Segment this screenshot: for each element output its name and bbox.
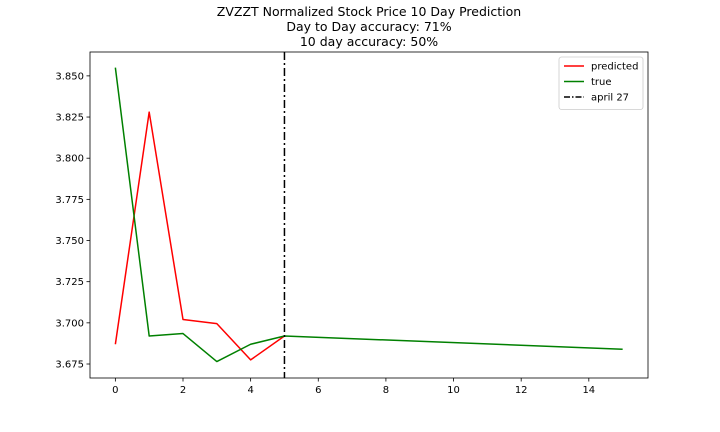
x-tick-label: 10 (447, 385, 460, 396)
x-tick-label: 0 (112, 385, 118, 396)
y-tick-label: 3.800 (55, 154, 84, 165)
title-line-1: ZVZZT Normalized Stock Price 10 Day Pred… (217, 4, 521, 19)
legend: predicted true april 27 (558, 56, 644, 110)
title-line-3: 10 day accuracy: 50% (300, 34, 438, 49)
legend-label-true: true (591, 77, 612, 88)
x-tick-label: 6 (315, 385, 321, 396)
legend-label-april-27: april 27 (591, 93, 629, 104)
title-line-2: Day to Day accuracy: 71% (286, 19, 451, 34)
x-tick-label: 2 (180, 385, 186, 396)
y-tick-label: 3.775 (55, 195, 84, 206)
y-tick-label: 3.725 (55, 277, 84, 288)
y-tick-label: 3.700 (55, 318, 84, 329)
axes-frame (89, 51, 649, 379)
y-tick-label: 3.825 (55, 113, 84, 124)
plot-area: 0 2 4 6 8 10 12 14 3.675 3.700 3.725 3.750 3.775 3.80… (55, 51, 649, 396)
y-tick-label: 3.750 (55, 236, 84, 247)
legend-label-predicted: predicted (591, 62, 638, 73)
x-tick-label: 12 (515, 385, 528, 396)
y-tick-label: 3.675 (55, 360, 84, 371)
x-tick-label: 8 (383, 385, 389, 396)
series-line-predicted (114, 111, 285, 361)
x-tick-label: 4 (247, 385, 253, 396)
y-tick-label: 3.850 (55, 71, 84, 82)
x-tick-label: 14 (582, 385, 595, 396)
series-line-true (114, 67, 623, 363)
chart-title: ZVZZT Normalized Stock Price 10 Day Pred… (217, 4, 521, 49)
